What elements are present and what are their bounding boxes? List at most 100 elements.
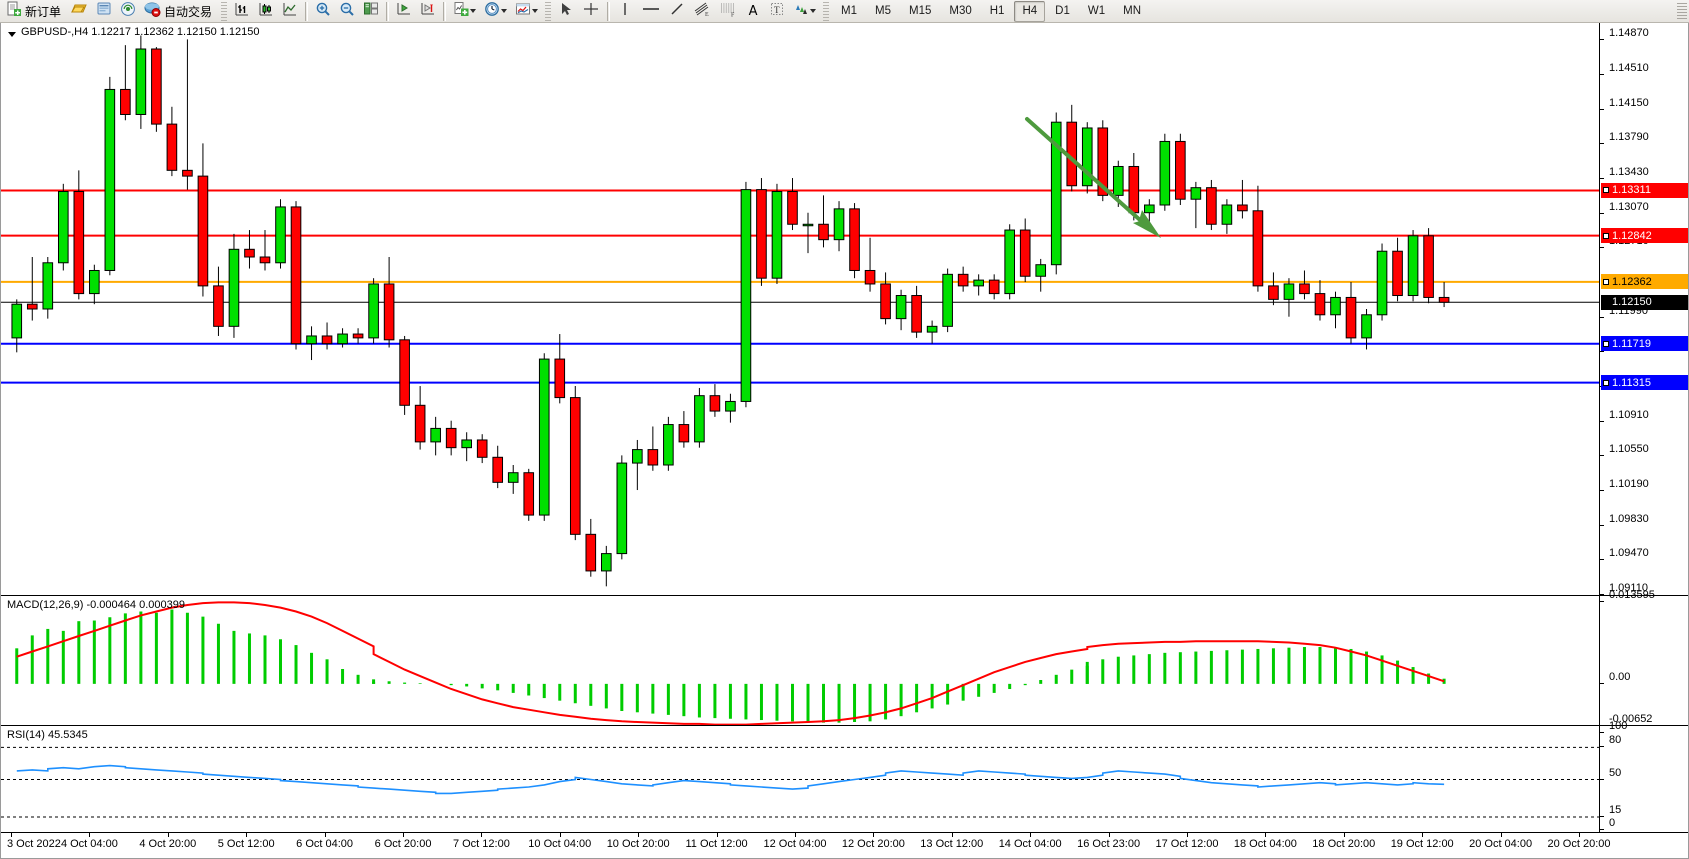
- fibonacci-retracement-button[interactable]: F: [716, 1, 740, 22]
- price-level-value: 1.11719: [1612, 337, 1651, 350]
- time-tick-label: 11 Oct 12:00: [685, 838, 748, 850]
- horizontal-line-button[interactable]: [638, 1, 664, 22]
- candlestick-chart-button[interactable]: [255, 1, 277, 22]
- time-tick: [11, 833, 12, 837]
- toolbar-separator-4: [607, 1, 611, 21]
- data-window-button[interactable]: [117, 1, 139, 22]
- line-chart-button[interactable]: [279, 1, 301, 22]
- fibonacci-icon: F: [719, 1, 737, 22]
- price-scale[interactable]: 1.14870 1.14510 1.14150 1.13790 1.13430 1.130…: [1599, 23, 1688, 595]
- chart-shift-button[interactable]: [417, 1, 439, 22]
- timeframe-h1[interactable]: H1: [989, 5, 1005, 17]
- level-handle[interactable]: [1603, 187, 1609, 194]
- price-level-value: 1.12150: [1612, 296, 1652, 309]
- time-tick: [324, 833, 326, 837]
- macd-plot-area[interactable]: [1, 596, 1599, 725]
- equidistant-channel-icon: E: [693, 1, 711, 22]
- auto-trading-button[interactable]: 自动交易: [141, 1, 217, 22]
- timeframe-h4[interactable]: H4: [1014, 0, 1046, 22]
- rsi-scale[interactable]: 100 80 50 15 0: [1599, 721, 1688, 832]
- time-tick-label: 6 Oct 20:00: [374, 838, 432, 850]
- timeframe-w1[interactable]: W1: [1087, 5, 1106, 17]
- price-level-tag-support[interactable]: 1.11315: [1601, 375, 1688, 391]
- templates-button[interactable]: [512, 1, 541, 22]
- templates-icon: [515, 1, 531, 22]
- text-button[interactable]: A: [742, 1, 764, 22]
- indicators-button[interactable]: [450, 1, 479, 22]
- timeframe-m30[interactable]: M30: [949, 5, 972, 17]
- toolbar-separator-2: [386, 1, 390, 21]
- chevron-down-icon[interactable]: [501, 9, 508, 13]
- time-tick: [1500, 833, 1502, 837]
- time-tick-label: 10 Oct 20:00: [606, 838, 670, 850]
- time-tick: [403, 833, 404, 837]
- time-tick-label: 14 Oct 04:00: [998, 838, 1062, 850]
- price-level-tag-resistance[interactable]: 1.12842: [1601, 228, 1688, 244]
- macd-scale[interactable]: 0.013595 0.00 -0.00652: [1599, 590, 1688, 726]
- timeframe-m1[interactable]: M1: [841, 5, 858, 17]
- expert-advisors-button[interactable]: [68, 1, 91, 22]
- chevron-down-icon[interactable]: [470, 9, 477, 13]
- level-handle[interactable]: [1603, 379, 1609, 386]
- crosshair-button[interactable]: [579, 1, 603, 22]
- time-tick: [559, 833, 561, 837]
- equidistant-channel-button[interactable]: E: [690, 1, 714, 22]
- price-level-value: 1.13311: [1612, 184, 1651, 197]
- time-tick: [951, 833, 953, 837]
- time-axis[interactable]: 3 Oct 2022 4 Oct 04:00 4 Oct 20:00 5 Oct 12…: [1, 832, 1688, 858]
- price-level-tag-resistance[interactable]: 1.13311: [1601, 182, 1688, 198]
- level-handle[interactable]: [1603, 232, 1609, 239]
- timeframe-mn[interactable]: MN: [1123, 5, 1141, 17]
- time-tick: [246, 833, 248, 837]
- clock-icon: [484, 1, 500, 22]
- level-handle[interactable]: [1603, 340, 1609, 347]
- price-level-value: 1.11315: [1612, 376, 1651, 389]
- timeframe-m5[interactable]: M5: [875, 5, 891, 17]
- toolbar-overflow-grip[interactable]: [1677, 3, 1687, 19]
- text-label-button[interactable]: T: [766, 1, 788, 22]
- zoom-out-icon: [339, 1, 355, 22]
- trendline-button[interactable]: [666, 1, 688, 22]
- trendline-icon: [669, 1, 685, 22]
- price-level-tag-bid[interactable]: 1.12150: [1601, 294, 1688, 310]
- periodicity-button[interactable]: [481, 1, 510, 22]
- price-plot-area[interactable]: [1, 23, 1599, 595]
- toolbar-grip-3[interactable]: [823, 1, 830, 21]
- time-tick-label: 4 Oct 20:00: [139, 838, 197, 850]
- price-level-tag-support[interactable]: 1.11719: [1601, 336, 1688, 352]
- zoom-out-button[interactable]: [336, 1, 358, 22]
- horizontal-line-icon: [641, 1, 661, 22]
- rsi-header: RSI(14) 45.5345: [7, 729, 88, 741]
- tile-windows-button[interactable]: [360, 1, 382, 22]
- line-chart-icon: [282, 1, 298, 22]
- vertical-line-button[interactable]: [614, 1, 636, 22]
- chevron-down-icon[interactable]: [810, 9, 817, 13]
- new-order-button[interactable]: 新订单: [3, 1, 66, 22]
- rsi-plot-area[interactable]: [1, 726, 1599, 832]
- chart-shift-icon: [420, 1, 436, 22]
- timeframe-d1[interactable]: D1: [1055, 5, 1070, 17]
- time-tick-label: 17 Oct 12:00: [1155, 838, 1219, 850]
- chevron-down-icon[interactable]: [532, 9, 539, 13]
- cursor-button[interactable]: [555, 1, 577, 22]
- time-tick: [167, 833, 169, 837]
- time-tick: [1265, 833, 1267, 837]
- auto-scroll-button[interactable]: [393, 1, 415, 22]
- market-watch-button[interactable]: [93, 1, 115, 22]
- time-tick: [873, 833, 875, 837]
- price-level-tag-pivot[interactable]: 1.12362: [1601, 274, 1688, 290]
- rsi-pane[interactable]: RSI(14) 45.5345 100 80 50 15 0: [1, 721, 1688, 832]
- level-handle[interactable]: [1603, 278, 1609, 285]
- macd-pane[interactable]: MACD(12,26,9) -0.000464 0.000399 0.01359…: [1, 590, 1688, 726]
- bar-chart-button[interactable]: [231, 1, 253, 22]
- toolbar-grip[interactable]: [221, 1, 228, 21]
- arrows-button[interactable]: [790, 1, 819, 22]
- toolbar-grip-2[interactable]: [545, 1, 552, 21]
- time-tick: [1343, 833, 1345, 837]
- zoom-in-button[interactable]: [312, 1, 334, 22]
- timeframe-m15[interactable]: M15: [909, 5, 932, 17]
- svg-text:T: T: [774, 5, 780, 15]
- chart-menu-caret-icon[interactable]: [8, 32, 16, 37]
- price-pane[interactable]: GBPUSD-,H4 1.12217 1.12362 1.12150 1.121…: [1, 23, 1688, 595]
